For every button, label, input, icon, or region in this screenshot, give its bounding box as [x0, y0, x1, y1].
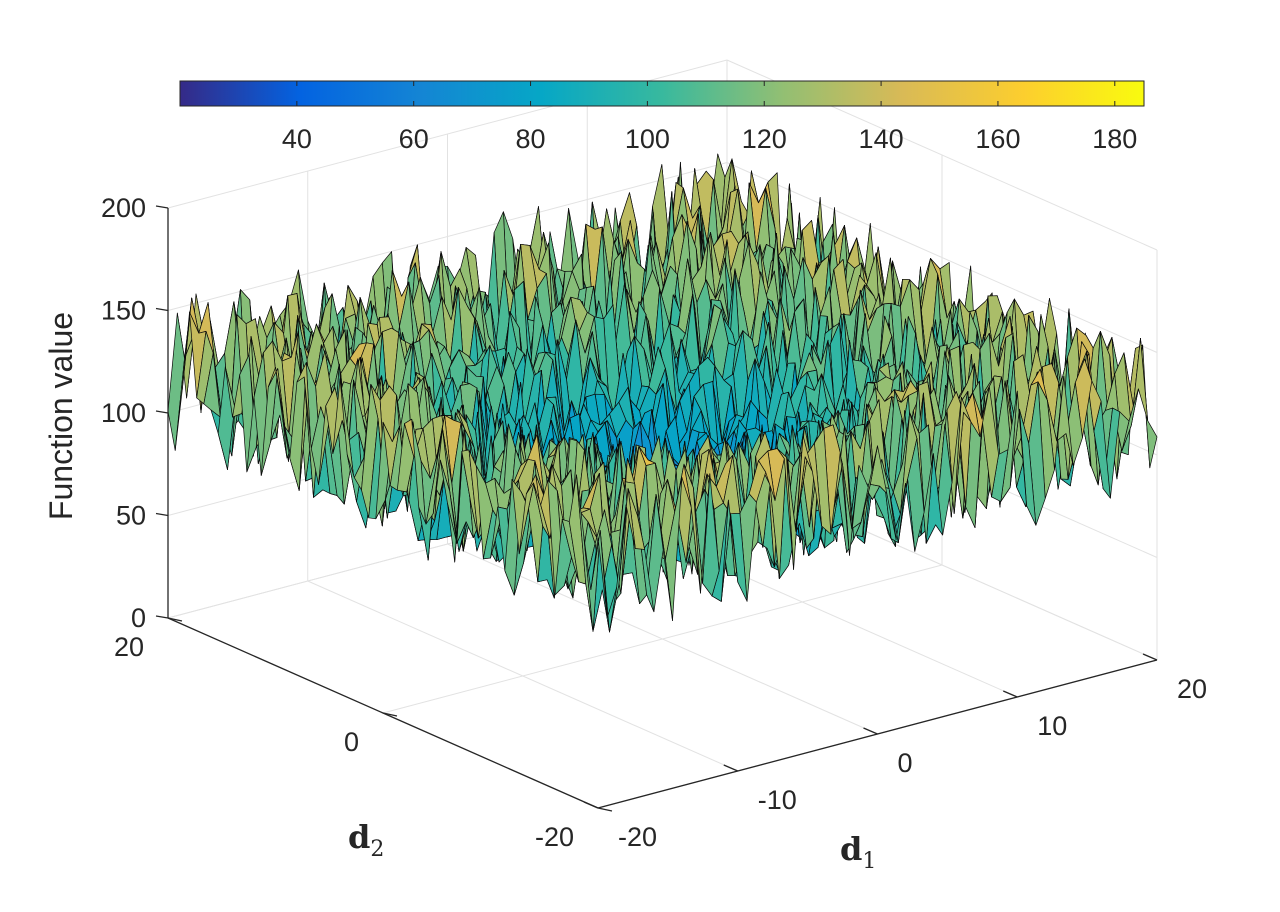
z-tick-label: 200 — [101, 193, 146, 223]
colorbar-tick-label: 120 — [742, 124, 787, 154]
x-tick-mark — [583, 801, 599, 809]
grid-line — [382, 564, 943, 714]
z-tick-label: 50 — [116, 501, 146, 531]
z-tick-mark — [155, 205, 169, 209]
colorbar-tick-label: 60 — [399, 124, 429, 154]
y-tick-label: 20 — [114, 632, 144, 662]
z-tick-mark — [155, 615, 169, 619]
x-tick-mark — [723, 764, 739, 772]
colorbar-tick-label: 100 — [625, 124, 670, 154]
colorbar-tick-label: 160 — [975, 124, 1020, 154]
z-tick-label: 100 — [101, 398, 146, 428]
colorbar-tick-label: 40 — [282, 124, 312, 154]
colorbar-tick-label: 80 — [516, 124, 546, 154]
y-tick-mark — [597, 807, 613, 812]
colorbar-tick-label: 180 — [1092, 124, 1137, 154]
colorbar: 40 60 80 100 120 140 160 180 — [179, 80, 1145, 154]
x-tick-label: 0 — [898, 748, 913, 778]
colorbar-tick-label: 140 — [859, 124, 904, 154]
x-axis-label-main: d — [840, 830, 862, 868]
x-tick-label: 10 — [1037, 711, 1067, 741]
x-axis-label-subscript: 1 — [862, 849, 876, 874]
x-tick-label: -20 — [618, 822, 657, 852]
z-tick-label: 0 — [131, 603, 146, 633]
y-axis-label: d2 — [348, 818, 384, 862]
x-tick-mark — [1002, 690, 1018, 698]
y-axis-label-main: d — [348, 818, 370, 856]
x-tick-label: 20 — [1177, 674, 1207, 704]
y-axis-label-subscript: 2 — [370, 837, 384, 862]
x-tick-label: -10 — [758, 785, 797, 815]
z-tick-label: 150 — [101, 296, 146, 326]
x-tick-mark — [1142, 653, 1158, 661]
z-tick-mark — [155, 307, 169, 312]
y-tick-label: 0 — [344, 727, 359, 757]
surface-layer — [167, 153, 1158, 633]
y-tick-label: -20 — [535, 822, 574, 852]
x-tick-mark — [863, 727, 878, 735]
z-axis-label: Function value — [43, 312, 79, 520]
x-axis-label: d1 — [840, 830, 876, 874]
z-tick-mark — [155, 512, 169, 517]
colorbar-strip — [179, 80, 1145, 107]
z-tick-mark — [155, 410, 169, 414]
